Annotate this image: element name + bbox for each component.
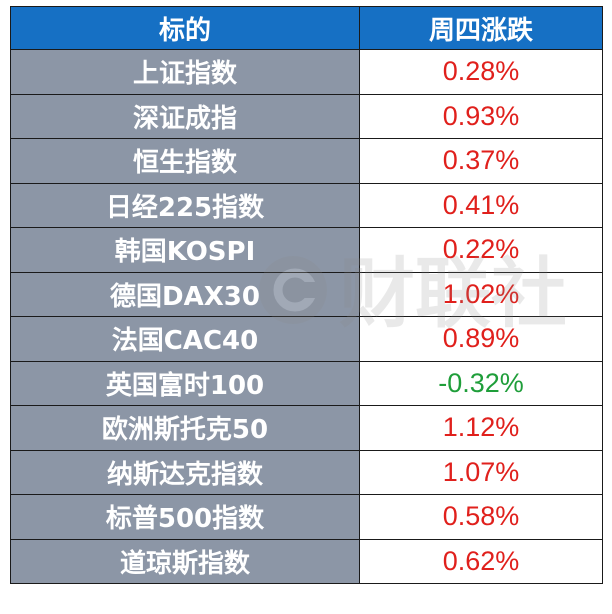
header-name: 标的: [10, 6, 360, 50]
index-name: 英国富时100: [10, 360, 360, 406]
index-name: 日经225指数: [10, 182, 360, 228]
table-row: 欧洲斯托克50 1.12%: [10, 405, 603, 451]
index-change: -0.32%: [359, 360, 603, 406]
index-name: 纳斯达克指数: [10, 449, 360, 495]
index-change: 0.93%: [359, 93, 603, 139]
table-row: 韩国KOSPI 0.22%: [10, 227, 603, 273]
market-table-container: 标的 周四涨跌 上证指数 0.28% 深证成指 0.93% 恒生指数 0.37% 日经…: [10, 6, 603, 584]
index-change: 1.07%: [359, 449, 603, 495]
index-name: 恒生指数: [10, 138, 360, 184]
index-change: 0.22%: [359, 227, 603, 273]
table-row: 上证指数 0.28%: [10, 49, 603, 95]
index-name: 法国CAC40: [10, 316, 360, 362]
index-change: 1.12%: [359, 405, 603, 451]
index-change: 1.02%: [359, 271, 603, 317]
index-name: 深证成指: [10, 93, 360, 139]
index-name: 上证指数: [10, 49, 360, 95]
index-name: 韩国KOSPI: [10, 227, 360, 273]
table-row: 深证成指 0.93%: [10, 93, 603, 139]
table-row: 纳斯达克指数 1.07%: [10, 449, 603, 495]
index-change: 0.89%: [359, 316, 603, 362]
table-row: 标普500指数 0.58%: [10, 494, 603, 540]
table-row: 恒生指数 0.37%: [10, 138, 603, 184]
market-change-table: 标的 周四涨跌 上证指数 0.28% 深证成指 0.93% 恒生指数 0.37% 日经…: [10, 6, 603, 584]
table-header-row: 标的 周四涨跌: [10, 6, 603, 50]
index-name: 标普500指数: [10, 494, 360, 540]
table-row: 日经225指数 0.41%: [10, 182, 603, 228]
index-name: 道琼斯指数: [10, 538, 360, 584]
table-row: 法国CAC40 0.89%: [10, 316, 603, 362]
index-change: 0.58%: [359, 494, 603, 540]
index-change: 0.37%: [359, 138, 603, 184]
header-change: 周四涨跌: [359, 6, 603, 50]
index-change: 0.28%: [359, 49, 603, 95]
index-name: 德国DAX30: [10, 271, 360, 317]
table-row: 德国DAX30 1.02%: [10, 271, 603, 317]
index-name: 欧洲斯托克50: [10, 405, 360, 451]
table-row: 道琼斯指数 0.62%: [10, 538, 603, 584]
table-body: 上证指数 0.28% 深证成指 0.93% 恒生指数 0.37% 日经225指数 0.4…: [10, 49, 603, 584]
index-change: 0.62%: [359, 538, 603, 584]
index-change: 0.41%: [359, 182, 603, 228]
table-row: 英国富时100 -0.32%: [10, 360, 603, 406]
